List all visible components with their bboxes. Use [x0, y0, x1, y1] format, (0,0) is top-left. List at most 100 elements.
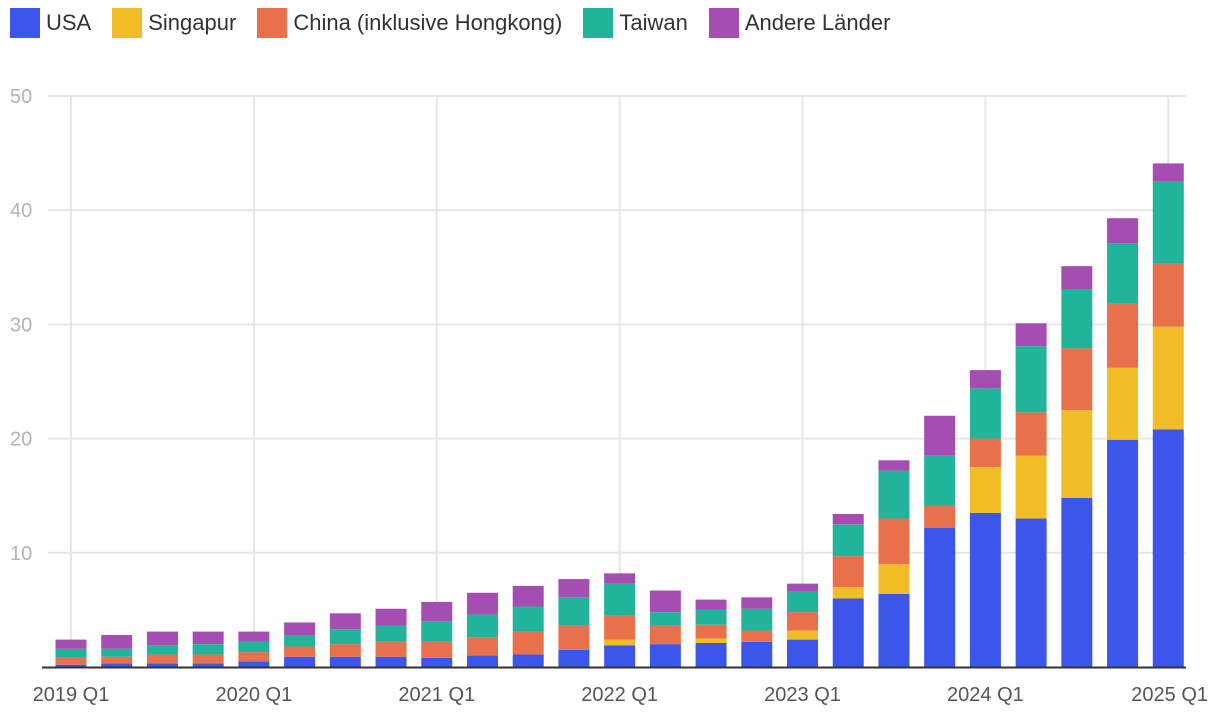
- bar-2023-q1-singapur[interactable]: [787, 630, 819, 640]
- bar-2021-q4-usa[interactable]: [558, 649, 590, 667]
- bar-2023-q3-taiwan[interactable]: [878, 470, 910, 519]
- bar-2021-q1-taiwan[interactable]: [421, 621, 453, 642]
- bar-2023-q3-andere-l-nder[interactable]: [878, 460, 910, 471]
- bar-2025-q1-china-inklusive-hongkong[interactable]: [1152, 263, 1184, 327]
- bar-2024-q1-china-inklusive-hongkong[interactable]: [969, 438, 1001, 468]
- bar-2021-q2-usa[interactable]: [466, 655, 498, 667]
- bar-2021-q2-china-inklusive-hongkong[interactable]: [466, 637, 498, 656]
- bar-2019-q4-andere-l-nder[interactable]: [192, 631, 224, 645]
- bar-2022-q4-usa[interactable]: [741, 641, 773, 667]
- bar-2020-q1-usa[interactable]: [238, 661, 270, 667]
- bar-2022-q4-taiwan[interactable]: [741, 608, 773, 631]
- bar-2019-q1-andere-l-nder[interactable]: [55, 639, 87, 649]
- bar-2021-q3-andere-l-nder[interactable]: [512, 585, 544, 607]
- bar-2023-q1-taiwan[interactable]: [787, 591, 819, 613]
- bar-2022-q1-taiwan[interactable]: [604, 583, 636, 616]
- bar-2023-q2-china-inklusive-hongkong[interactable]: [832, 556, 864, 588]
- bar-2023-q3-usa[interactable]: [878, 593, 910, 667]
- bar-2025-q1-singapur[interactable]: [1152, 326, 1184, 430]
- bar-2019-q3-andere-l-nder[interactable]: [146, 631, 178, 646]
- bar-2024-q4-andere-l-nder[interactable]: [1107, 218, 1139, 244]
- bar-2022-q2-usa[interactable]: [649, 644, 681, 667]
- bar-2023-q1-china-inklusive-hongkong[interactable]: [787, 612, 819, 631]
- bar-2020-q3-china-inklusive-hongkong[interactable]: [329, 644, 361, 657]
- bar-2024-q3-taiwan[interactable]: [1061, 288, 1093, 349]
- bar-2019-q4-taiwan[interactable]: [192, 644, 224, 655]
- bar-2022-q4-andere-l-nder[interactable]: [741, 597, 773, 609]
- bar-2022-q3-china-inklusive-hongkong[interactable]: [695, 624, 727, 639]
- bar-2024-q2-china-inklusive-hongkong[interactable]: [1015, 412, 1047, 456]
- bar-2024-q4-taiwan[interactable]: [1107, 243, 1139, 304]
- bar-2019-q2-usa[interactable]: [101, 663, 133, 667]
- bar-2019-q3-usa[interactable]: [146, 663, 178, 667]
- bar-2021-q2-andere-l-nder[interactable]: [466, 592, 498, 615]
- bar-2020-q4-andere-l-nder[interactable]: [375, 608, 407, 626]
- bar-2023-q2-singapur[interactable]: [832, 587, 864, 599]
- bar-2023-q2-andere-l-nder[interactable]: [832, 513, 864, 525]
- bar-2023-q3-china-inklusive-hongkong[interactable]: [878, 518, 910, 565]
- bar-2022-q2-andere-l-nder[interactable]: [649, 590, 681, 613]
- bar-2022-q3-andere-l-nder[interactable]: [695, 599, 727, 610]
- bar-2022-q1-singapur[interactable]: [604, 639, 636, 646]
- bar-2019-q4-china-inklusive-hongkong[interactable]: [192, 654, 224, 664]
- bar-2024-q1-andere-l-nder[interactable]: [969, 370, 1001, 389]
- bar-2023-q4-china-inklusive-hongkong[interactable]: [924, 505, 956, 528]
- bar-2019-q1-usa[interactable]: [55, 664, 87, 667]
- bar-2024-q4-usa[interactable]: [1107, 439, 1139, 667]
- bar-2024-q2-andere-l-nder[interactable]: [1015, 323, 1047, 347]
- bar-2022-q4-china-inklusive-hongkong[interactable]: [741, 630, 773, 642]
- bar-2021-q1-andere-l-nder[interactable]: [421, 601, 453, 622]
- bar-2024-q1-singapur[interactable]: [969, 467, 1001, 513]
- bar-2022-q1-andere-l-nder[interactable]: [604, 573, 636, 584]
- bar-2025-q1-andere-l-nder[interactable]: [1152, 163, 1184, 182]
- bar-2022-q3-taiwan[interactable]: [695, 609, 727, 625]
- bar-2019-q3-taiwan[interactable]: [146, 645, 178, 655]
- bar-2021-q4-andere-l-nder[interactable]: [558, 579, 590, 598]
- bar-2021-q4-china-inklusive-hongkong[interactable]: [558, 625, 590, 650]
- legend-item-taiwan[interactable]: Taiwan: [583, 8, 688, 38]
- legend-item-andere-laender[interactable]: Andere Länder: [708, 8, 890, 38]
- bar-2024-q2-singapur[interactable]: [1015, 455, 1047, 519]
- bar-2021-q4-taiwan[interactable]: [558, 597, 590, 626]
- bar-2019-q2-china-inklusive-hongkong[interactable]: [101, 656, 133, 664]
- bar-2020-q1-china-inklusive-hongkong[interactable]: [238, 652, 270, 662]
- bar-2019-q1-china-inklusive-hongkong[interactable]: [55, 657, 87, 665]
- bar-2020-q1-andere-l-nder[interactable]: [238, 631, 270, 642]
- bar-2020-q3-usa[interactable]: [329, 656, 361, 667]
- bar-2023-q4-andere-l-nder[interactable]: [924, 415, 956, 456]
- bar-2023-q1-andere-l-nder[interactable]: [787, 583, 819, 592]
- bar-2023-q3-singapur[interactable]: [878, 564, 910, 594]
- legend-item-usa[interactable]: USA: [10, 8, 91, 38]
- bar-2019-q1-taiwan[interactable]: [55, 648, 87, 658]
- bar-2022-q1-usa[interactable]: [604, 645, 636, 667]
- bar-2022-q2-china-inklusive-hongkong[interactable]: [649, 625, 681, 645]
- bar-2019-q2-taiwan[interactable]: [101, 648, 133, 657]
- bar-2020-q4-china-inklusive-hongkong[interactable]: [375, 641, 407, 657]
- bar-2024-q2-taiwan[interactable]: [1015, 346, 1047, 413]
- bar-2020-q2-andere-l-nder[interactable]: [284, 622, 316, 636]
- bar-2021-q3-china-inklusive-hongkong[interactable]: [512, 631, 544, 655]
- bar-2020-q3-andere-l-nder[interactable]: [329, 613, 361, 630]
- bar-2024-q3-singapur[interactable]: [1061, 410, 1093, 498]
- bar-2020-q2-usa[interactable]: [284, 656, 316, 667]
- bar-2020-q2-china-inklusive-hongkong[interactable]: [284, 646, 316, 657]
- bar-2020-q3-taiwan[interactable]: [329, 629, 361, 645]
- bar-2020-q4-usa[interactable]: [375, 656, 407, 667]
- bar-2021-q3-usa[interactable]: [512, 654, 544, 667]
- bar-2023-q1-usa[interactable]: [787, 639, 819, 667]
- bar-2021-q1-usa[interactable]: [421, 657, 453, 667]
- bar-2025-q1-taiwan[interactable]: [1152, 181, 1184, 264]
- bar-2022-q3-singapur[interactable]: [695, 638, 727, 644]
- bar-2024-q2-usa[interactable]: [1015, 518, 1047, 667]
- bar-2019-q3-china-inklusive-hongkong[interactable]: [146, 654, 178, 664]
- bar-2022-q2-taiwan[interactable]: [649, 612, 681, 626]
- bar-2023-q2-usa[interactable]: [832, 598, 864, 667]
- bar-2020-q2-taiwan[interactable]: [284, 635, 316, 647]
- bar-2021-q2-taiwan[interactable]: [466, 614, 498, 638]
- legend-item-singapur[interactable]: Singapur: [112, 8, 236, 38]
- bar-2021-q1-china-inklusive-hongkong[interactable]: [421, 641, 453, 658]
- bar-2024-q3-china-inklusive-hongkong[interactable]: [1061, 348, 1093, 411]
- bar-2020-q4-taiwan[interactable]: [375, 625, 407, 642]
- bar-2023-q4-taiwan[interactable]: [924, 455, 956, 506]
- legend-item-china[interactable]: China (inklusive Hongkong): [257, 8, 562, 38]
